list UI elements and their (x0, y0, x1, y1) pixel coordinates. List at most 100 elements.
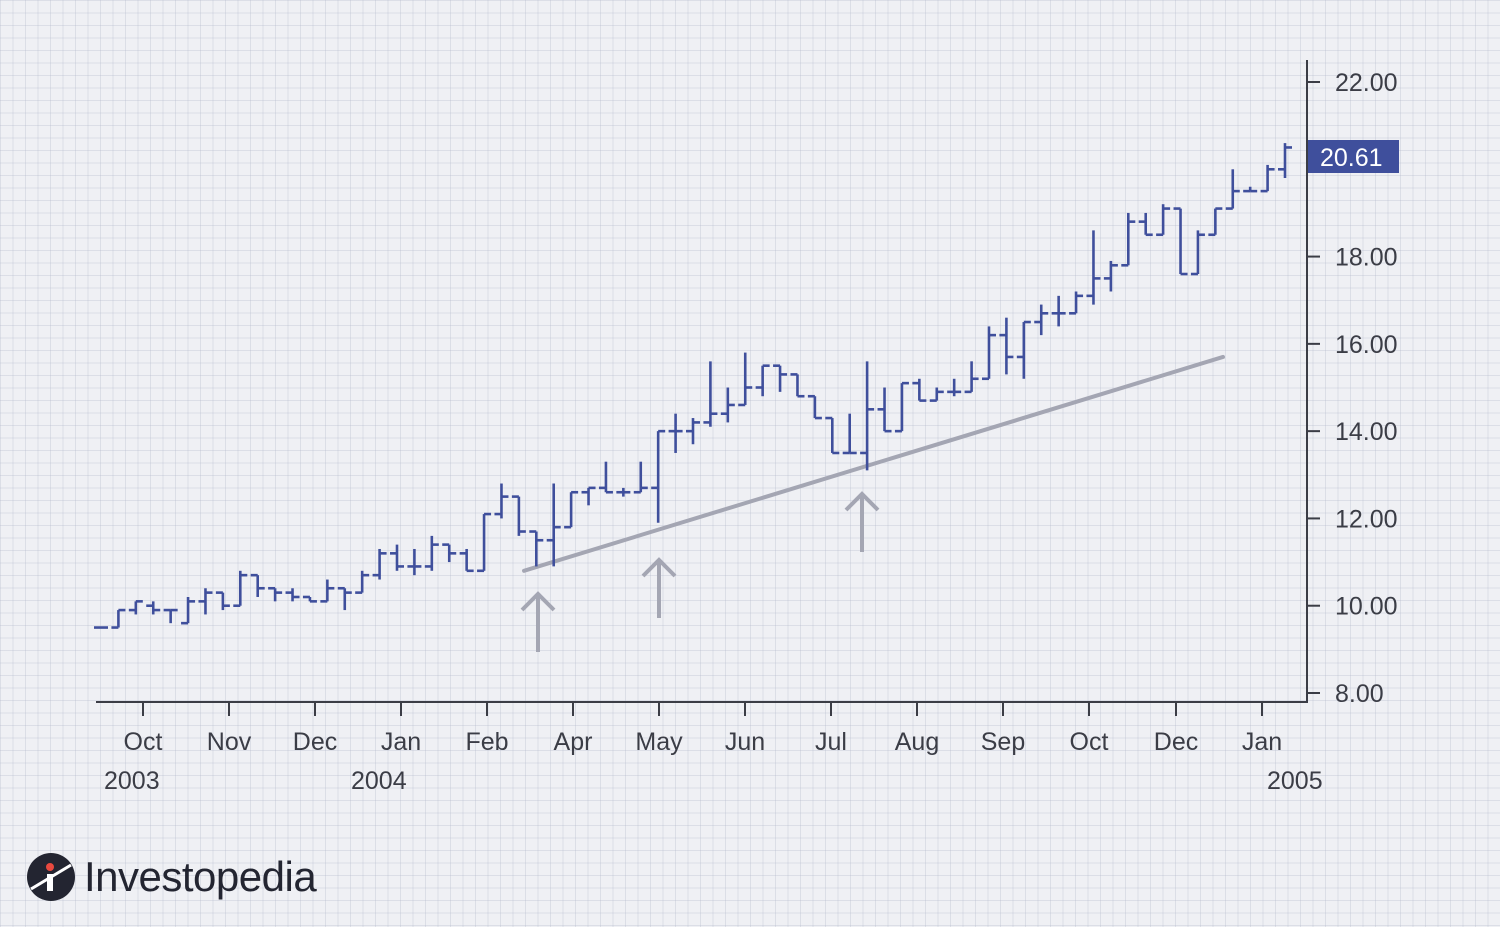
support-arrow-icon (520, 591, 556, 652)
ohlc-bar (372, 548, 387, 580)
ohlc-bar (546, 483, 561, 567)
x-tick-label: Dec (293, 728, 337, 756)
ohlc-bar (999, 317, 1014, 375)
ohlc-bar (947, 378, 962, 397)
last-price-badge: 20.61 (1308, 140, 1399, 173)
year-label-2004: 2004 (351, 767, 407, 795)
support-arrow-icon (844, 491, 880, 552)
ohlc-bar (529, 530, 544, 567)
x-tick-label: Jun (725, 728, 765, 756)
ohlc-bar (146, 601, 161, 615)
ohlc-bar (894, 381, 909, 433)
investopedia-logo-text: Investopedia (84, 853, 317, 900)
x-tick-label: Apr (554, 728, 593, 756)
ohlc-bar (1156, 204, 1171, 237)
ohlc-bar (1051, 295, 1066, 327)
ohlc-bar (720, 387, 735, 423)
y-tick-label: 16.00 (1335, 331, 1398, 359)
ohlc-bar (1086, 230, 1101, 305)
investopedia-logo-icon (27, 853, 75, 901)
ohlc-bar (686, 418, 700, 445)
ohlc-bar (842, 413, 857, 455)
year-label-2003: 2003 (104, 767, 160, 795)
ohlc-bar (651, 429, 666, 523)
ohlc-bar (929, 387, 944, 402)
ohlc-bar (982, 326, 996, 381)
x-tick-label: Nov (207, 728, 252, 756)
ohlc-bar (1260, 164, 1275, 193)
x-tick-label: Aug (895, 728, 939, 756)
ohlc-bar (860, 361, 875, 471)
investopedia-logo: Investopedia (26, 852, 317, 902)
ohlc-bar (494, 483, 509, 519)
ohlc-bar (1173, 207, 1188, 276)
x-tick-label: May (635, 728, 683, 756)
ohlc-bar (181, 596, 196, 625)
ohlc-bar (198, 588, 213, 615)
y-tick-label: 8.00 (1335, 680, 1384, 708)
ohlc-bar (1034, 304, 1049, 336)
ohlc-bar (1016, 320, 1031, 379)
y-tick-label: 14.00 (1335, 418, 1398, 446)
ohlc-bar (564, 490, 579, 529)
last-price-label: 20.61 (1320, 144, 1383, 172)
ohlc-bar (233, 570, 248, 608)
ohlc-bar (459, 548, 474, 573)
support-arrow-icon (641, 557, 677, 618)
y-tick-label: 12.00 (1335, 505, 1398, 533)
x-tick-label: Jan (381, 728, 421, 756)
ohlc-bar (424, 535, 439, 571)
ohlc-bar (128, 600, 143, 615)
ohlc-bar (738, 352, 753, 407)
ohlc-bar (1208, 207, 1223, 237)
x-tick-label: Oct (1070, 728, 1109, 756)
support-trendline (522, 354, 1225, 573)
ohlc-bar (320, 579, 335, 603)
ohlc-bar (598, 461, 613, 494)
ohlc-bar (163, 608, 178, 624)
ohlc-bar (477, 512, 492, 573)
ohlc-bar (877, 387, 892, 433)
y-tick-label: 22.00 (1335, 69, 1398, 97)
ohlc-bar (355, 570, 370, 594)
ohlc-bar (302, 595, 317, 603)
ohlc-bar (825, 416, 840, 455)
ohlc-bar (1243, 186, 1258, 193)
ohlc-bar (215, 591, 230, 611)
x-tick-label: Dec (1154, 728, 1198, 756)
ohlc-bar (912, 378, 927, 402)
ohlc-bar (285, 588, 300, 602)
ohlc-bar (1103, 260, 1118, 292)
ohlc-bar (268, 586, 283, 602)
x-tick-label: Sep (981, 728, 1025, 756)
ohlc-bar (337, 586, 352, 611)
ohlc-bar (390, 544, 404, 571)
x-tick-label: Oct (124, 728, 163, 756)
year-label-2005: 2005 (1267, 767, 1323, 795)
ohlc-bar (1138, 212, 1153, 237)
ohlc-bar (581, 486, 596, 506)
ohlc-bar (807, 394, 822, 420)
x-tick-label: Jul (815, 728, 847, 756)
ohlc-bar (511, 495, 526, 536)
ohlc-bar (616, 487, 631, 497)
ohlc-bar (668, 413, 683, 453)
ohlc-bar (442, 543, 457, 563)
ohlc-bar (773, 364, 788, 392)
x-tick-label: Feb (465, 728, 508, 756)
y-tick-label: 18.00 (1335, 244, 1398, 272)
ohlc-bar (1278, 143, 1292, 179)
ohlc-bar (790, 373, 805, 398)
ohlc-bar (633, 461, 648, 494)
y-tick-label: 10.00 (1335, 593, 1398, 621)
x-tick-label: Jan (1242, 728, 1282, 756)
ohlc-bar (250, 573, 265, 597)
ohlc-bar (1225, 169, 1240, 210)
ohlc-bar (1069, 291, 1084, 315)
ohlc-bar (964, 361, 979, 394)
ohlc-bar (1121, 212, 1136, 267)
ohlc-bar (111, 608, 126, 629)
last-price-badge-bg (1308, 140, 1399, 173)
ohlc-bar (703, 361, 718, 427)
